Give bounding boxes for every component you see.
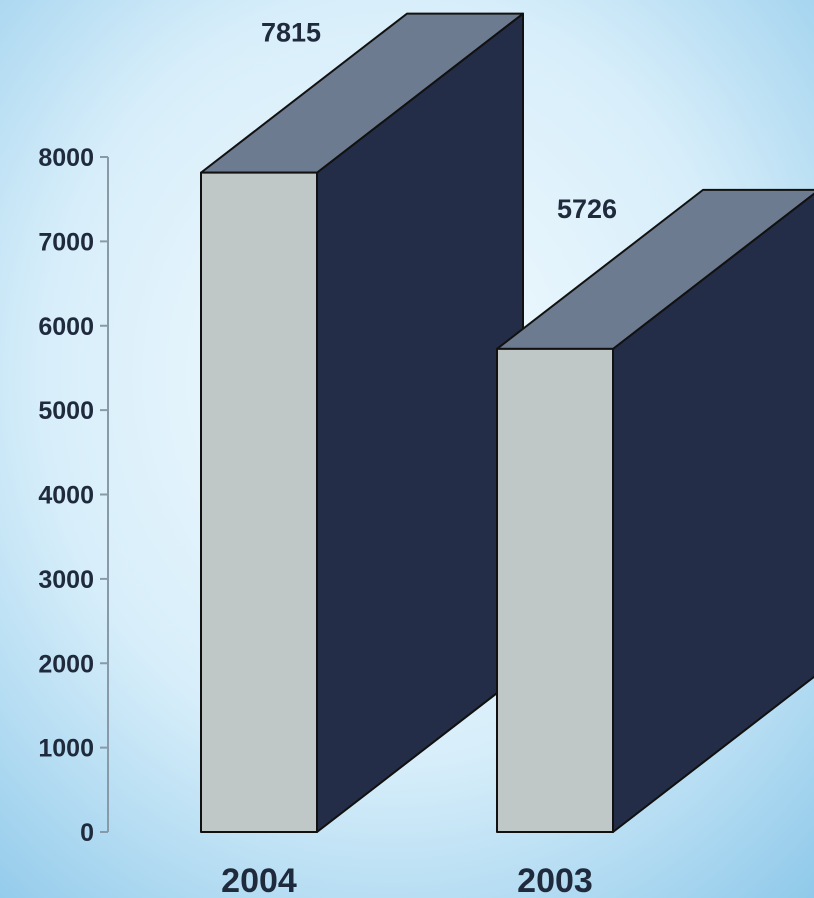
bar-front-face — [497, 349, 613, 832]
y-tick-label: 3000 — [38, 566, 94, 594]
y-tick-label: 8000 — [38, 144, 94, 172]
bar-front-face — [201, 173, 317, 832]
y-tick-label: 6000 — [38, 313, 94, 341]
y-tick-label: 2000 — [38, 650, 94, 678]
y-tick-label: 0 — [80, 819, 94, 847]
y-tick-label: 7000 — [38, 228, 94, 256]
bar-value-label: 5726 — [557, 194, 617, 224]
y-tick-label: 4000 — [38, 482, 94, 510]
bar-value-label: 7815 — [261, 18, 321, 48]
x-category-label: 2003 — [517, 862, 593, 898]
x-category-label: 2004 — [221, 862, 297, 898]
bar-2004 — [201, 14, 523, 832]
y-tick-label: 5000 — [38, 397, 94, 425]
y-tick-label: 1000 — [38, 735, 94, 763]
